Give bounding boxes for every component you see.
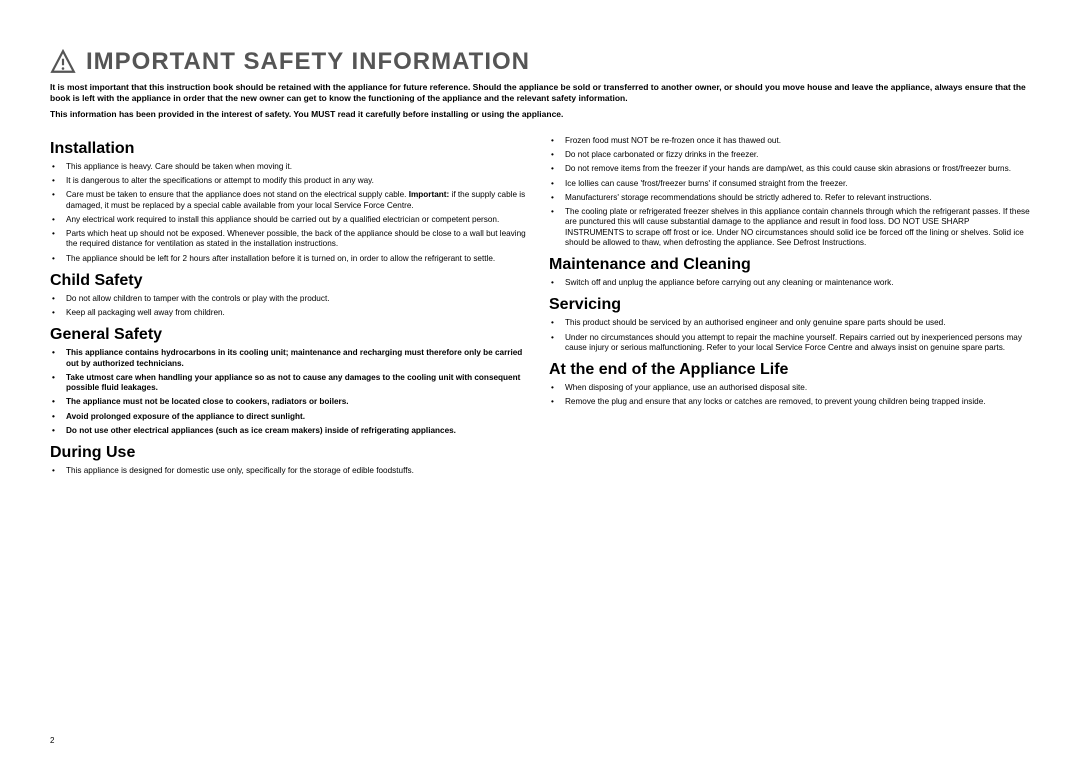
list-item: The cooling plate or refrigerated freeze… (561, 207, 1030, 248)
list-servicing: This product should be serviced by an au… (549, 318, 1030, 353)
warning-icon (50, 49, 76, 75)
title-row: IMPORTANT SAFETY INFORMATION (50, 48, 1030, 76)
page-title: IMPORTANT SAFETY INFORMATION (86, 48, 530, 76)
list-item: The appliance should be left for 2 hours… (62, 254, 531, 264)
list-maintenance: Switch off and unplug the appliance befo… (549, 278, 1030, 288)
list-item: This appliance is designed for domestic … (62, 466, 531, 476)
list-item: This appliance contains hydrocarbons in … (62, 348, 531, 369)
intro-safety: This information has been provided in th… (50, 109, 1030, 120)
list-item: Parts which heat up should not be expose… (62, 229, 531, 250)
list-item: Keep all packaging well away from childr… (62, 308, 531, 318)
list-during-use-cont: Frozen food must NOT be re-frozen once i… (549, 136, 1030, 248)
list-item: Avoid prolonged exposure of the applianc… (62, 412, 531, 422)
list-item: Ice lollies can cause 'frost/freezer bur… (561, 179, 1030, 189)
heading-general-safety: General Safety (50, 326, 531, 344)
list-child-safety: Do not allow children to tamper with the… (50, 294, 531, 319)
list-item: Care must be taken to ensure that the ap… (62, 190, 531, 211)
list-item: This product should be serviced by an au… (561, 318, 1030, 328)
list-item: Take utmost care when handling your appl… (62, 373, 531, 394)
heading-servicing: Servicing (549, 296, 1030, 314)
list-item: Under no circumstances should you attemp… (561, 333, 1030, 354)
list-item: When disposing of your appliance, use an… (561, 383, 1030, 393)
list-item: Do not allow children to tamper with the… (62, 294, 531, 304)
intro-retain: It is most important that this instructi… (50, 82, 1030, 103)
list-item: Frozen food must NOT be re-frozen once i… (561, 136, 1030, 146)
list-item: Do not remove items from the freezer if … (561, 164, 1030, 174)
list-item: This appliance is heavy. Care should be … (62, 162, 531, 172)
list-item: It is dangerous to alter the specificati… (62, 176, 531, 186)
heading-installation: Installation (50, 140, 531, 158)
heading-during-use: During Use (50, 444, 531, 462)
heading-maintenance: Maintenance and Cleaning (549, 256, 1030, 274)
list-item: The appliance must not be located close … (62, 397, 531, 407)
list-end-of-life: When disposing of your appliance, use an… (549, 383, 1030, 408)
left-column: Installation This appliance is heavy. Ca… (50, 132, 531, 481)
list-installation: This appliance is heavy. Care should be … (50, 162, 531, 264)
list-item: Do not place carbonated or fizzy drinks … (561, 150, 1030, 160)
content-columns: Installation This appliance is heavy. Ca… (50, 132, 1030, 481)
list-during-use: This appliance is designed for domestic … (50, 466, 531, 476)
list-item: Do not use other electrical appliances (… (62, 426, 531, 436)
page-number: 2 (50, 736, 54, 745)
heading-child-safety: Child Safety (50, 272, 531, 290)
list-item: Manufacturers' storage recommendations s… (561, 193, 1030, 203)
list-item: Remove the plug and ensure that any lock… (561, 397, 1030, 407)
list-item: Switch off and unplug the appliance befo… (561, 278, 1030, 288)
list-item: Any electrical work required to install … (62, 215, 531, 225)
list-general-safety: This appliance contains hydrocarbons in … (50, 348, 531, 436)
right-column: Frozen food must NOT be re-frozen once i… (549, 132, 1030, 481)
heading-end-of-life: At the end of the Appliance Life (549, 361, 1030, 379)
